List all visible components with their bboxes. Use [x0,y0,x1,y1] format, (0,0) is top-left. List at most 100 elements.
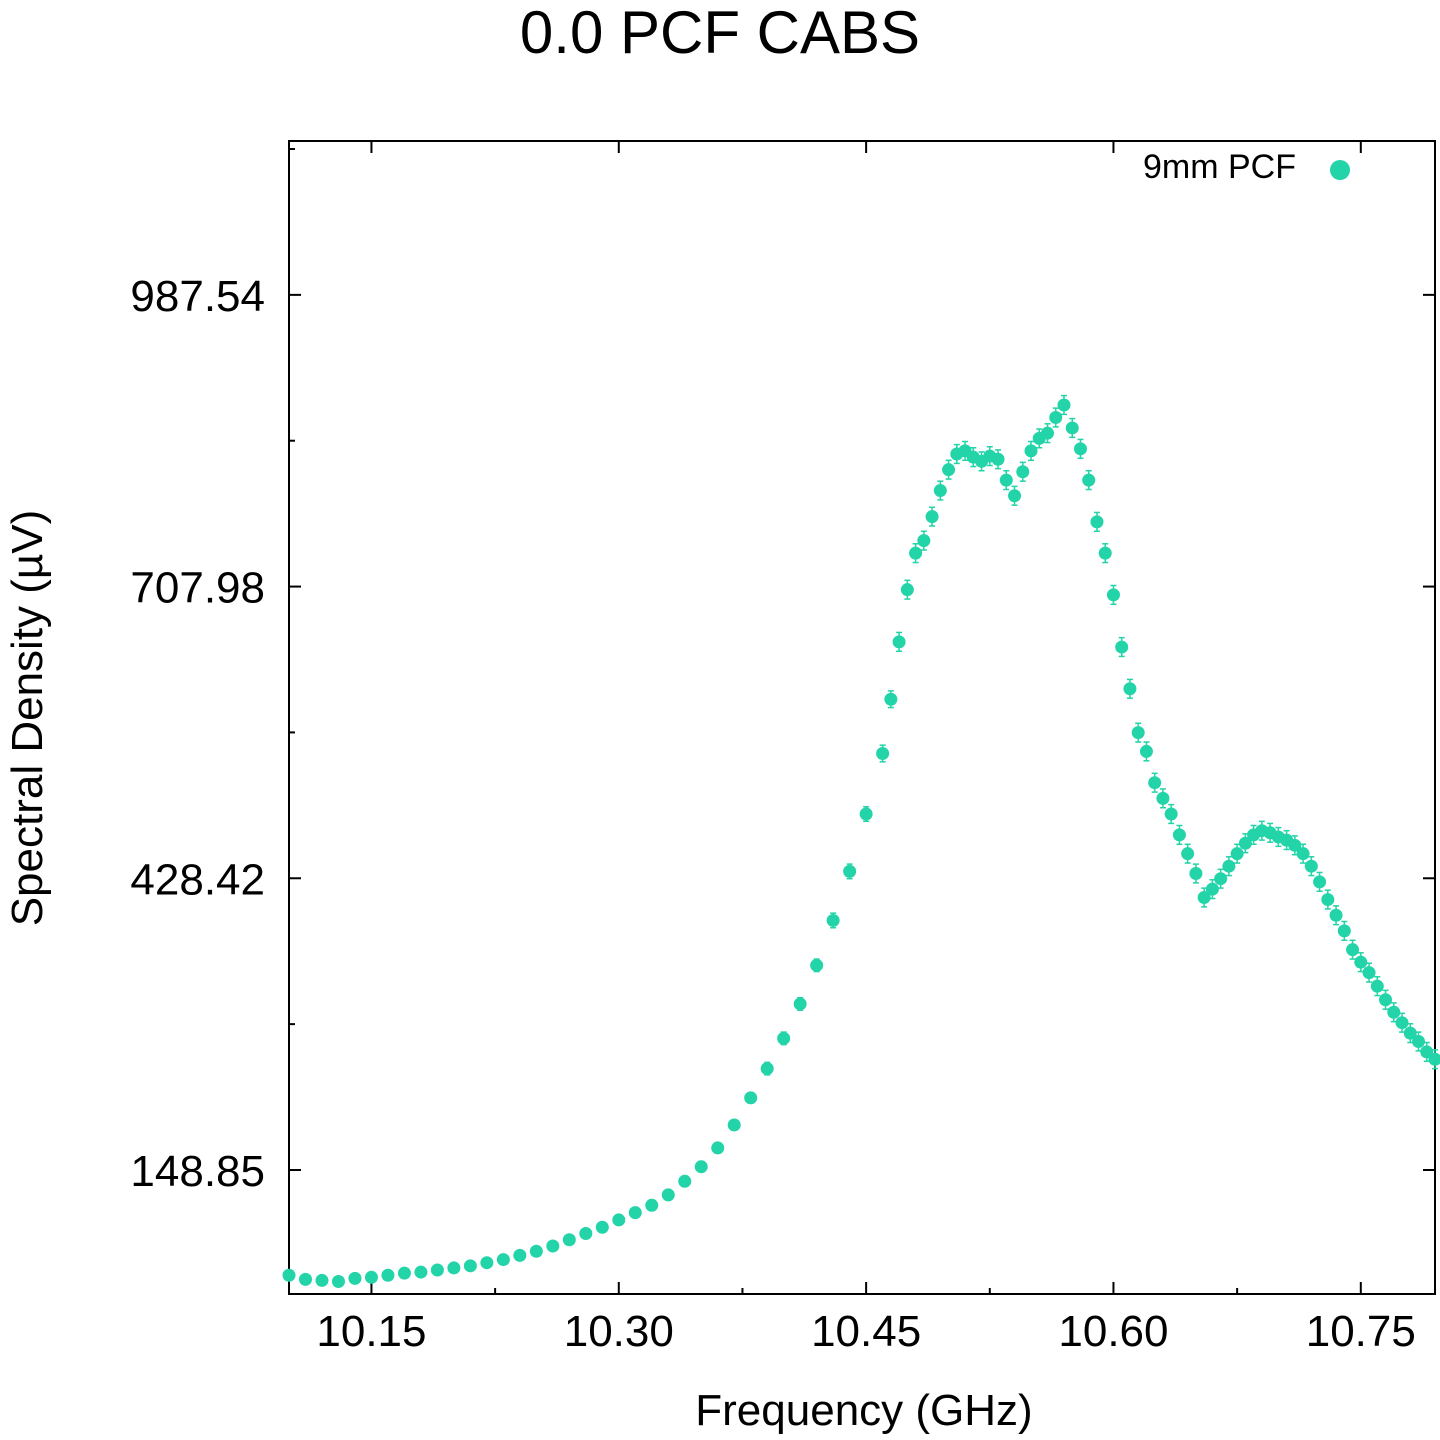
data-point [1049,411,1063,425]
data-point [1329,908,1343,922]
data-point [397,1266,411,1280]
data-point [793,997,807,1011]
data-point [999,473,1013,487]
data-point [909,546,923,560]
y-tick-label: 707.98 [130,564,265,613]
data-point [1288,838,1302,852]
y-tick-label: 987.54 [130,272,265,321]
data-point [876,746,890,760]
data-point [447,1261,461,1275]
data-point [364,1270,378,1284]
data-point [1090,515,1104,529]
data-point [678,1174,692,1188]
data-point [1387,1005,1401,1019]
x-axis-ticks: 10.15 10.30 10.45 10.60 10.75 [316,141,1416,1356]
legend-marker [1330,160,1350,180]
data-point [1172,828,1186,842]
data-point [810,958,824,972]
x-axis-label: Frequency (GHz) [695,1386,1032,1435]
data-point [1065,421,1079,435]
data-point [1214,872,1228,886]
data-point [315,1273,329,1287]
data-point [1131,726,1145,740]
data-point [1123,682,1137,696]
data-point [298,1272,312,1286]
data-point [1321,893,1335,907]
data-point [612,1213,626,1227]
data-point [1073,442,1087,456]
x-tick-label: 10.60 [1058,1307,1168,1356]
data-point [331,1274,345,1288]
data-point [1230,847,1244,861]
data-point [1222,859,1236,873]
data-point [1164,807,1178,821]
data-point [1296,847,1310,861]
data-point [463,1259,477,1273]
data-point [1412,1034,1426,1048]
data-point [1148,776,1162,790]
data-point [1354,955,1368,969]
plot-frame [288,140,1436,1295]
data-point [1304,859,1318,873]
data-point [546,1239,560,1253]
data-point [348,1271,362,1285]
data-point [991,452,1005,466]
data-point [1337,924,1351,938]
data-point [1156,791,1170,805]
data-point [1024,444,1038,458]
data-point [1181,847,1195,861]
data-point [1139,744,1153,758]
data-point [282,1268,296,1282]
data-point [900,583,914,597]
data-point [562,1233,576,1247]
data-point [1205,882,1219,896]
data-point [760,1062,774,1076]
data-point [727,1118,741,1132]
data-point [1106,588,1120,602]
error-bars [286,394,1438,1287]
data-point [1115,640,1129,654]
data-point [414,1265,428,1279]
data-point [942,463,956,477]
x-tick-label: 10.75 [1306,1307,1416,1356]
data-point [933,484,947,498]
data-point [1379,993,1393,1007]
data-point [925,510,939,524]
data-point [1197,890,1211,904]
data-point [694,1160,708,1174]
legend-label: 9mm PCF [1143,148,1296,186]
data-point [777,1031,791,1045]
data-point [513,1248,527,1262]
x-tick-label: 10.15 [316,1307,426,1356]
data-point [1395,1016,1409,1030]
data-point [529,1244,543,1258]
data-point [645,1198,659,1212]
data-point [1098,546,1112,560]
data-point [892,635,906,649]
data-point [859,807,873,821]
y-axis-ticks: 148.85 428.42 707.98 987.54 [130,148,1435,1196]
data-point [843,864,857,878]
data-point [744,1091,758,1105]
data-point [884,692,898,706]
data-point [1313,875,1327,889]
data-point [430,1263,444,1277]
data-point [1238,836,1252,850]
data-point [480,1256,494,1270]
x-tick-label: 10.45 [811,1307,921,1356]
data-point [1362,966,1376,980]
data-point [1008,489,1022,503]
data-point [1370,979,1384,993]
data-point [1041,426,1055,440]
data-point [628,1206,642,1220]
data-point [1016,465,1030,479]
data-point [661,1188,675,1202]
data-point [1428,1052,1440,1066]
data-point [826,913,840,927]
data-point [381,1268,395,1282]
chart-title: 0.0 PCF CABS [520,0,920,66]
legend: 9mm PCF [1143,148,1350,186]
y-tick-label: 428.42 [130,855,265,904]
data-point [579,1226,593,1240]
